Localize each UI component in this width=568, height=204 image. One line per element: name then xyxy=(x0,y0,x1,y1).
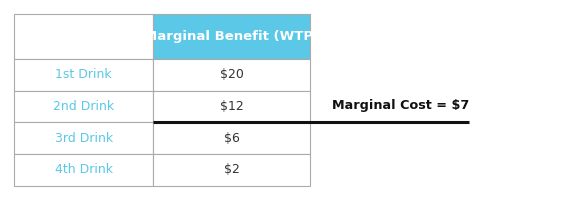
Bar xyxy=(14,59,153,91)
Text: $6: $6 xyxy=(224,132,239,145)
Text: 2nd Drink: 2nd Drink xyxy=(53,100,114,113)
Text: 1st Drink: 1st Drink xyxy=(56,69,112,81)
Text: Marginal Benefit (WTP): Marginal Benefit (WTP) xyxy=(144,30,319,43)
Bar xyxy=(153,59,310,91)
Text: $2: $2 xyxy=(224,163,239,176)
Bar xyxy=(153,122,310,154)
Bar xyxy=(153,14,310,59)
Text: $20: $20 xyxy=(219,69,244,81)
Bar xyxy=(14,91,153,122)
Bar xyxy=(14,154,153,186)
Bar xyxy=(14,122,153,154)
Text: Marginal Cost = $7: Marginal Cost = $7 xyxy=(332,99,470,112)
Text: 3rd Drink: 3rd Drink xyxy=(55,132,113,145)
Bar xyxy=(153,91,310,122)
Text: 4th Drink: 4th Drink xyxy=(55,163,113,176)
Text: $12: $12 xyxy=(220,100,243,113)
Bar xyxy=(153,154,310,186)
Bar xyxy=(14,14,153,59)
